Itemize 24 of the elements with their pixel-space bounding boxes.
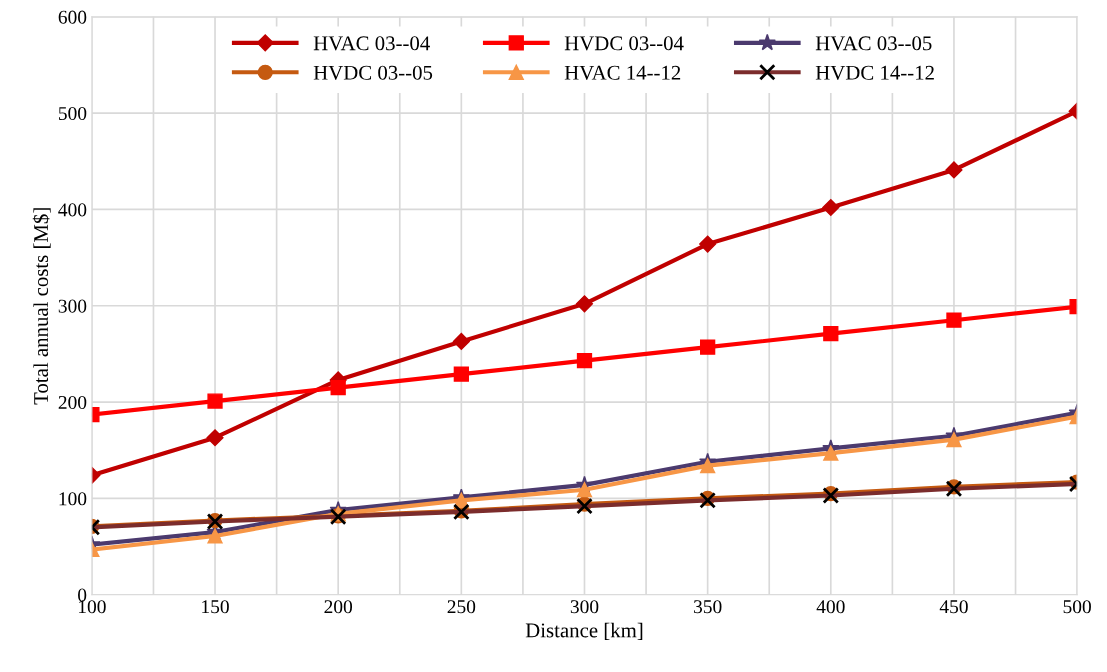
legend-label: HVAC 03--04 bbox=[313, 36, 430, 51]
x-tick-label: 300 bbox=[570, 600, 599, 614]
legend-label: HVDC 03--05 bbox=[313, 65, 433, 80]
y-tick-label: 200 bbox=[58, 395, 87, 410]
x-tick-label: 150 bbox=[202, 600, 229, 614]
y-tick-label: 300 bbox=[58, 299, 87, 313]
x-tick-label: 200 bbox=[324, 600, 353, 614]
x-tick-label: 350 bbox=[694, 600, 722, 614]
x-axis-title: Distance [km] bbox=[525, 622, 643, 641]
y-tick-label: 400 bbox=[58, 203, 87, 217]
y-axis-title: Total annual costs [M$] bbox=[32, 208, 51, 405]
y-tick-label: 100 bbox=[59, 492, 87, 506]
legend-label: HVAC 03--05 bbox=[815, 36, 932, 51]
y-tick-label: 0 bbox=[78, 588, 87, 602]
x-tick-label: 450 bbox=[939, 600, 968, 614]
legend-label: HVAC 14--12 bbox=[564, 65, 681, 80]
legend-label: HVDC 14--12 bbox=[815, 65, 934, 80]
x-tick-label: 500 bbox=[1063, 600, 1091, 614]
x-tick-label: 100 bbox=[79, 600, 106, 614]
x-tick-label: 400 bbox=[816, 600, 845, 614]
x-tick-label: 250 bbox=[447, 600, 476, 614]
y-tick-label: 600 bbox=[58, 10, 87, 24]
legend-label: HVDC 03--04 bbox=[564, 36, 684, 51]
y-tick-label: 500 bbox=[58, 106, 87, 121]
